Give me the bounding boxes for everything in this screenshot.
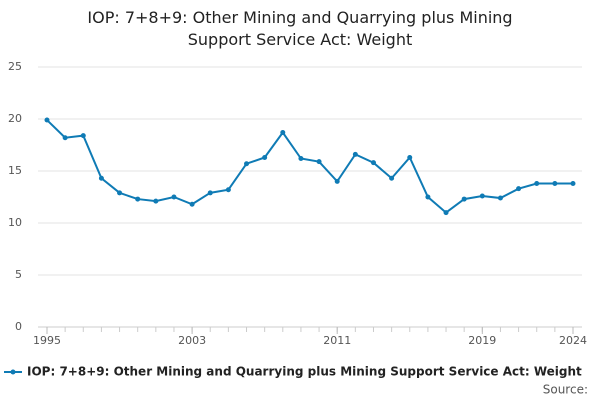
data-point bbox=[425, 194, 431, 200]
data-point bbox=[153, 198, 159, 204]
data-point bbox=[334, 178, 340, 184]
legend-label: IOP: 7+8+9: Other Mining and Quarrying p… bbox=[27, 365, 582, 379]
data-point bbox=[44, 117, 50, 123]
data-point bbox=[352, 151, 358, 157]
data-point bbox=[117, 190, 123, 196]
data-point bbox=[207, 190, 213, 196]
legend-marker bbox=[10, 369, 16, 375]
y-tick-label: 5 bbox=[15, 268, 22, 281]
data-point bbox=[62, 135, 68, 141]
data-point bbox=[570, 180, 576, 186]
data-point bbox=[461, 196, 467, 202]
y-tick-label: 20 bbox=[8, 112, 22, 125]
y-tick-label: 25 bbox=[8, 60, 22, 73]
data-point bbox=[443, 210, 449, 216]
source: Source: bbox=[543, 383, 588, 397]
y-tick-label: 10 bbox=[8, 216, 22, 229]
data-point bbox=[370, 160, 376, 166]
x-tick-label: 2019 bbox=[468, 334, 496, 347]
data-point bbox=[262, 154, 268, 160]
data-point bbox=[225, 187, 231, 193]
data-point bbox=[534, 180, 540, 186]
data-point bbox=[389, 175, 395, 181]
data-point bbox=[479, 193, 485, 199]
x-tick-label: 2024 bbox=[559, 334, 587, 347]
x-tick-label: 1995 bbox=[33, 334, 61, 347]
data-line bbox=[46, 119, 573, 214]
y-tick-label: 15 bbox=[8, 164, 22, 177]
data-point bbox=[298, 156, 304, 162]
data-point bbox=[280, 130, 286, 136]
chart-title: IOP: 7+8+9: Other Mining and Quarrying p… bbox=[87, 8, 512, 49]
data-point bbox=[407, 154, 413, 160]
data-point bbox=[98, 175, 104, 181]
data-point bbox=[135, 196, 141, 202]
data-point bbox=[244, 161, 250, 167]
data-point bbox=[497, 195, 503, 201]
data-point bbox=[552, 180, 558, 186]
data-point bbox=[171, 194, 177, 200]
x-tick-label: 2011 bbox=[323, 334, 351, 347]
data-point bbox=[189, 201, 195, 207]
data-point bbox=[80, 133, 86, 139]
y-tick-label: 0 bbox=[15, 320, 22, 333]
data-point bbox=[316, 159, 322, 165]
x-tick-label: 2003 bbox=[178, 334, 206, 347]
data-point bbox=[516, 186, 522, 192]
